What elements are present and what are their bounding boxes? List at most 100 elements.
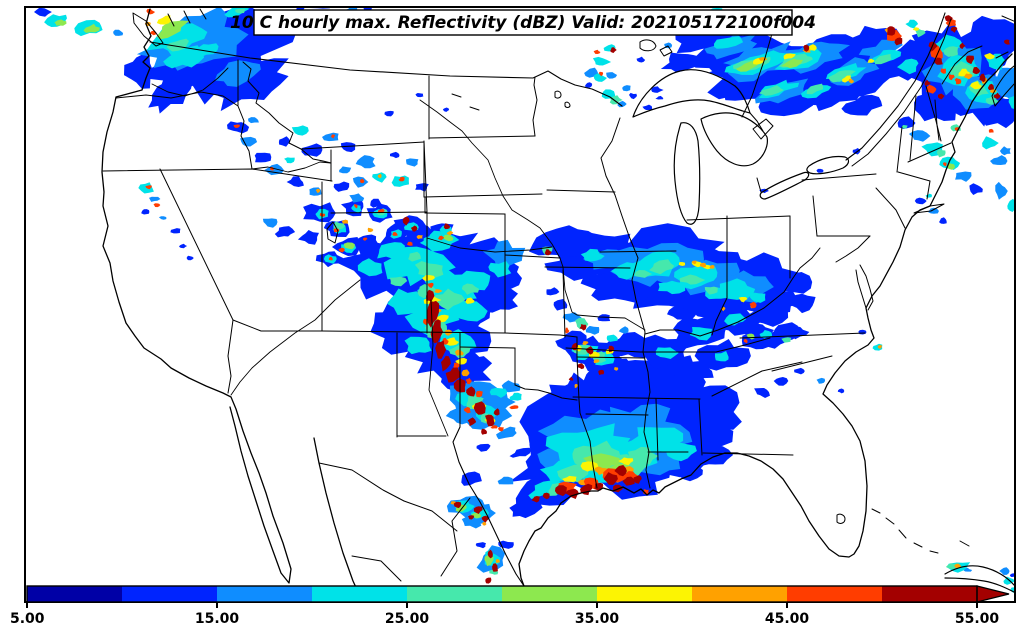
radar-echo: [651, 86, 664, 93]
radar-echo: [754, 388, 770, 398]
radar-echo: [584, 82, 593, 88]
radar-echo: [301, 143, 323, 157]
radar-echo: [438, 235, 445, 241]
radar-echo: [939, 217, 947, 224]
radar-echo: [492, 563, 498, 572]
boundary-path: [585, 413, 649, 416]
radar-echo: [538, 2, 552, 6]
radar-echo: [1003, 39, 1010, 45]
boundary-path: [115, 91, 239, 107]
radar-echo: [848, 78, 855, 84]
radar-echo: [982, 136, 999, 150]
radar-echo: [170, 228, 181, 234]
boundary-path: [424, 212, 506, 215]
colorbar-segment: [312, 586, 407, 602]
radar-echo: [426, 289, 435, 302]
radar-echo: [556, 3, 564, 6]
boundary-path: [149, 41, 623, 107]
radar-echo: [319, 212, 326, 217]
radar-echo: [803, 44, 810, 52]
boundary-path: [659, 45, 673, 57]
radar-echo: [442, 107, 450, 112]
radar-echo: [658, 280, 686, 295]
radar-echo: [487, 549, 493, 559]
radar-echo: [585, 346, 594, 355]
radar-echo: [430, 319, 444, 344]
radar-echo: [146, 8, 156, 15]
radar-echo: [837, 388, 845, 394]
radar-echo: [954, 78, 962, 85]
radar-echo: [995, 181, 1008, 200]
radar-echo: [678, 262, 686, 266]
radar-echo: [509, 447, 531, 458]
boundary-path: [132, 12, 164, 47]
boundary-path: [351, 555, 402, 582]
radar-echo: [434, 289, 443, 293]
boundary-path: [896, 126, 903, 173]
radar-echo: [481, 515, 489, 523]
boundary-path: [614, 194, 651, 489]
boundary-path: [859, 264, 874, 311]
radar-echo: [387, 288, 430, 315]
radar-echo: [606, 72, 618, 79]
boundary-path: [655, 398, 659, 461]
boundary-path: [183, 10, 191, 24]
radar-echo: [472, 285, 518, 313]
radar-echo: [557, 464, 589, 483]
title-box: 10 C hourly max. Reflectivity (dBZ) Vali…: [230, 9, 816, 36]
radar-echo: [473, 506, 483, 514]
radar-echo: [402, 216, 410, 226]
radar-echo: [423, 318, 429, 326]
radar-echo: [354, 203, 358, 209]
boundary-path: [771, 355, 833, 372]
radar-echo: [465, 377, 472, 385]
boundary-path: [944, 577, 1014, 593]
radar-echo: [714, 36, 744, 49]
boundary-path: [599, 250, 677, 253]
boundary-path: [167, 13, 175, 27]
radar-echo: [485, 577, 492, 584]
radar-echo: [634, 270, 653, 278]
colorbar-segment: [502, 586, 597, 602]
boundary-path: [562, 269, 566, 338]
boundary-path: [885, 517, 895, 525]
radar-echo: [593, 49, 601, 54]
radar-echo: [743, 338, 748, 344]
radar-echo: [691, 260, 697, 265]
radar-echo: [999, 146, 1011, 156]
radar-echo: [150, 30, 157, 36]
radar-echo: [969, 183, 983, 195]
radar-echo: [959, 42, 966, 49]
radar-echo: [481, 428, 488, 435]
boundary-path: [925, 85, 942, 142]
boundary-path: [403, 500, 458, 532]
radar-echo: [915, 28, 926, 38]
radar-echo: [738, 297, 748, 303]
radar-echo: [842, 75, 852, 83]
radar-echo: [759, 85, 784, 96]
radar-echo: [990, 155, 1008, 165]
radar-echo: [610, 47, 617, 53]
boundary-path: [423, 140, 428, 213]
radar-echo: [993, 92, 1001, 99]
radar-echo: [636, 56, 646, 63]
boundary-path: [644, 277, 794, 337]
boundary-path: [913, 203, 945, 214]
radar-echo: [340, 142, 356, 153]
radar-echo: [554, 485, 567, 497]
radar-echo: [363, 237, 368, 241]
radar-echo: [715, 351, 729, 362]
radar-echo: [562, 475, 577, 482]
colorbar: 5.00 15.00 25.00 35.00 45.00 55.00: [10, 585, 1010, 627]
radar-echo: [606, 334, 618, 342]
radar-echo: [528, 1, 537, 5]
radar-echo: [158, 216, 167, 220]
boundary-path: [440, 497, 471, 577]
radar-echo: [330, 134, 335, 139]
radar-echo: [1008, 96, 1014, 109]
radar-echo: [248, 117, 259, 124]
boundary-path: [451, 93, 462, 98]
radar-echo: [445, 367, 461, 383]
boundary-path: [428, 135, 536, 139]
